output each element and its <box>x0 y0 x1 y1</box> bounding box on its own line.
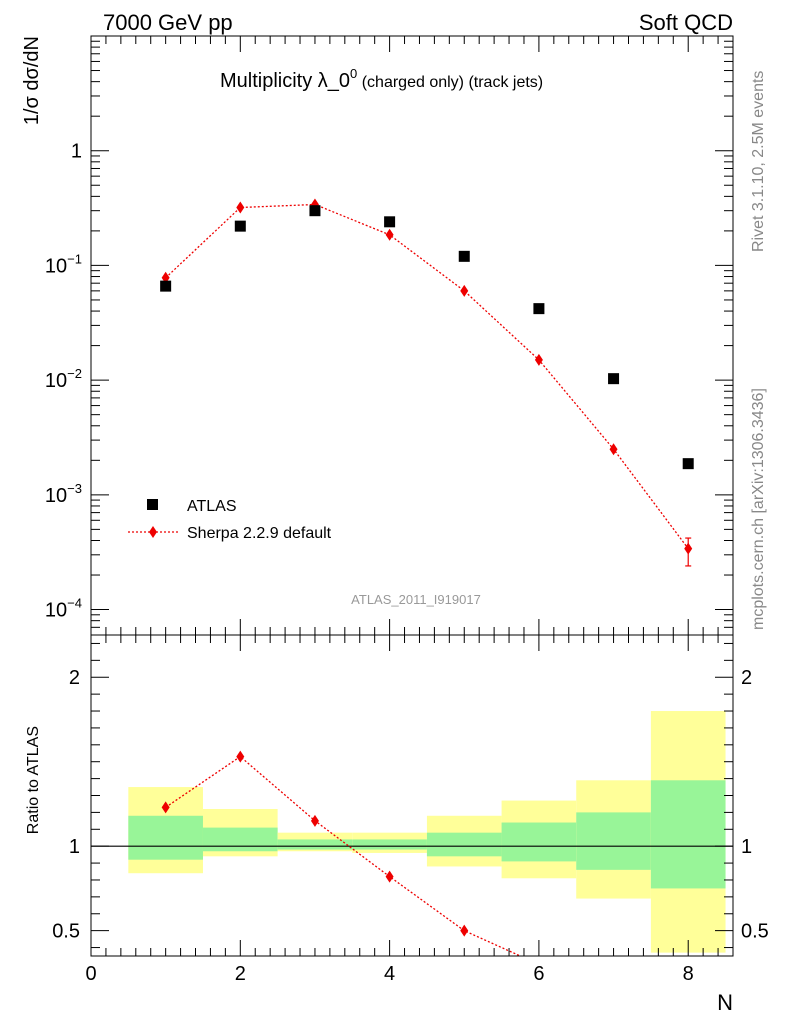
chart-title-subtitle: (charged only) (track jets) <box>357 74 543 91</box>
rivet-version-label: Rivet 3.1.10, 2.5M events <box>750 71 767 252</box>
ratio-inner-band <box>202 827 278 852</box>
main-y-tick-label: 1 <box>71 141 82 163</box>
ratio-y-tick-label: 1 <box>69 836 80 858</box>
main-y-tick-label: 10−1 <box>45 251 82 277</box>
ratio-inner-band <box>128 815 203 860</box>
ratio-x-tick-label: 4 <box>384 963 395 985</box>
ratio-axis-label: Ratio to ATLAS <box>25 726 42 834</box>
energy-label: 7000 GeV pp <box>103 10 233 35</box>
sherpa-point <box>609 443 618 456</box>
ratio-frame <box>90 634 734 957</box>
ratio-inner-band <box>426 832 502 857</box>
atlas-point <box>234 220 246 232</box>
atlas-point <box>309 205 321 217</box>
ratio-sherpa-point <box>310 814 319 827</box>
mcplots-label: mcplots.cern.ch [arXiv:1306.3436] <box>750 388 767 630</box>
atlas-point <box>682 458 694 470</box>
ratio-x-tick-label: 6 <box>533 963 544 985</box>
sherpa-point <box>684 542 693 555</box>
main-y-tick-label: 10−2 <box>45 366 82 392</box>
main-panel: Multiplicity λ_00 (charged only) (track … <box>21 35 734 636</box>
atlas-point <box>384 216 396 228</box>
atlas-point <box>608 373 620 385</box>
ratio-x-tick-label: 8 <box>683 963 694 985</box>
y-axis-label: 1/σ dσ/dN <box>21 36 43 125</box>
legend: ATLAS Sherpa 2.2.9 default <box>128 498 332 542</box>
ratio-y-tick-label-right: 2 <box>741 667 752 689</box>
main-y-tick-label: 10−3 <box>45 481 82 507</box>
analysis-watermark: ATLAS_2011_I919017 <box>351 592 481 607</box>
ratio-y-tick-label-right: 1 <box>741 836 752 858</box>
sherpa-point <box>534 353 543 366</box>
ratio-inner-band <box>352 839 427 850</box>
ratio-x-tick-label: 2 <box>235 963 246 985</box>
legend-label-atlas: ATLAS <box>187 498 237 515</box>
x-axis-label: N <box>717 990 733 1015</box>
ratio-sherpa-point <box>161 801 170 814</box>
legend-marker-atlas <box>147 499 158 510</box>
legend-marker-sherpa <box>149 526 157 538</box>
ratio-y-tick-label: 2 <box>69 667 80 689</box>
sherpa-line <box>165 203 689 549</box>
sherpa-point <box>385 228 394 241</box>
chart-title-superscript: 0 <box>350 66 357 81</box>
ratio-sherpa-point <box>460 924 469 937</box>
ratio-sherpa-point <box>236 750 245 763</box>
chart-title-main: Multiplicity λ_0 <box>220 70 350 92</box>
ratio-x-tick-label: 0 <box>85 963 96 985</box>
atlas-point <box>458 250 470 262</box>
ratio-y-tick-label: 0.5 <box>52 921 80 943</box>
ratio-sherpa-point <box>385 870 394 883</box>
ratio-panel: 0 2 4 6 8 0.5 0.5 1 1 2 2 Ratio to ATLAS N <box>25 634 769 1015</box>
atlas-point <box>160 280 172 292</box>
process-label: Soft QCD <box>639 10 733 35</box>
sherpa-point <box>236 201 245 214</box>
ratio-inner-band <box>501 822 577 862</box>
ratio-inner-band <box>277 839 353 850</box>
ratio-inner-band <box>576 812 651 870</box>
legend-label-sherpa: Sherpa 2.2.9 default <box>187 525 332 542</box>
main-y-tick-label: 10−4 <box>45 596 82 622</box>
chart-title: Multiplicity λ_00 (charged only) (track … <box>220 66 543 92</box>
ratio-y-tick-label-right: 0.5 <box>741 921 769 943</box>
atlas-point <box>533 303 545 315</box>
sherpa-point <box>460 284 469 297</box>
ratio-inner-band <box>650 780 726 889</box>
